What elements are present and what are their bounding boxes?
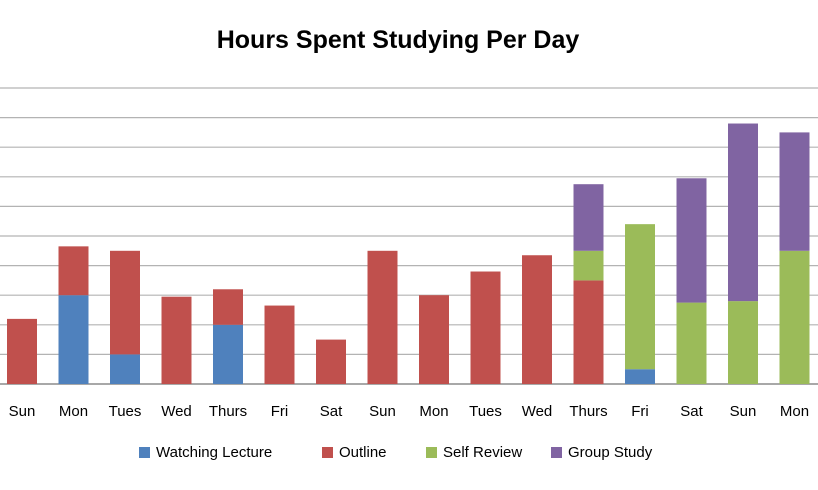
legend-label: Group Study	[568, 444, 653, 461]
bar-outline-1	[58, 246, 89, 296]
x-tick-label: Thurs	[569, 403, 607, 420]
legend-item: Group Study	[551, 444, 652, 461]
bar-outline-4	[213, 289, 243, 325]
bar-outline-9	[470, 271, 501, 384]
bar-outline-10	[522, 255, 552, 384]
legend: Watching Lecture Outline Self Review Group …	[0, 444, 818, 468]
x-tick-label: Sun	[730, 403, 757, 420]
legend-swatch	[139, 447, 150, 458]
x-tick-label: Fri	[631, 403, 649, 420]
x-tick-label: Wed	[161, 403, 192, 420]
x-tick-label: Mon	[59, 403, 88, 420]
bars	[7, 123, 810, 384]
legend-label: Self Review	[443, 444, 523, 461]
bar-group-study-11	[573, 184, 604, 251]
x-tick-label: Thurs	[209, 403, 247, 420]
bar-outline-8	[419, 295, 449, 384]
legend-label: Outline	[339, 444, 387, 461]
x-tick-label: Tues	[109, 403, 142, 420]
legend-swatch	[551, 447, 562, 458]
bar-outline-5	[264, 305, 295, 384]
bar-watching-lecture-1	[58, 295, 89, 384]
x-tick-label: Tues	[469, 403, 502, 420]
x-tick-label: Sun	[369, 403, 396, 420]
bar-self-review-13	[676, 302, 707, 384]
legend-label: Watching Lecture	[156, 444, 273, 461]
chart-title: Hours Spent Studying Per Day	[216, 26, 580, 54]
legend-swatch	[426, 447, 437, 458]
bar-group-study-13	[676, 178, 707, 303]
bar-outline-6	[316, 339, 346, 384]
x-tick-label: Mon	[780, 403, 809, 420]
legend-swatch	[322, 447, 333, 458]
x-tick-label: Wed	[522, 403, 553, 420]
legend-item: Outline	[322, 444, 387, 461]
x-tick-label: Mon	[419, 403, 448, 420]
bar-self-review-15	[779, 250, 810, 384]
bar-self-review-14	[728, 301, 758, 384]
bar-self-review-11	[573, 250, 604, 281]
legend-item: Self Review	[426, 444, 522, 461]
bar-outline-0	[7, 318, 37, 384]
bar-watching-lecture-12	[625, 369, 655, 384]
bar-outline-11	[573, 280, 604, 384]
x-tick-label: Sat	[320, 403, 343, 420]
x-tick-label: Sat	[680, 403, 703, 420]
bar-group-study-14	[728, 123, 758, 302]
bar-self-review-12	[625, 224, 655, 370]
x-tick-label: Fri	[271, 403, 289, 420]
legend-item: Watching Lecture	[139, 444, 272, 461]
x-tick-label: Sun	[9, 403, 36, 420]
x-tick-labels: Sun Mon Tues Wed Thurs Fri Sat Sun Mon Tues Wed Thu…	[9, 403, 809, 420]
stacked-bar-chart: Sun Mon Tues Wed Thurs Fri Sat Sun Mon Tues Wed Thu…	[0, 87, 818, 420]
bar-outline-3	[161, 296, 192, 384]
bar-group-study-15	[779, 132, 810, 251]
bar-outline-2	[110, 250, 140, 355]
bar-watching-lecture-4	[213, 324, 243, 384]
bar-outline-7	[367, 250, 398, 384]
bar-watching-lecture-2	[110, 354, 140, 384]
